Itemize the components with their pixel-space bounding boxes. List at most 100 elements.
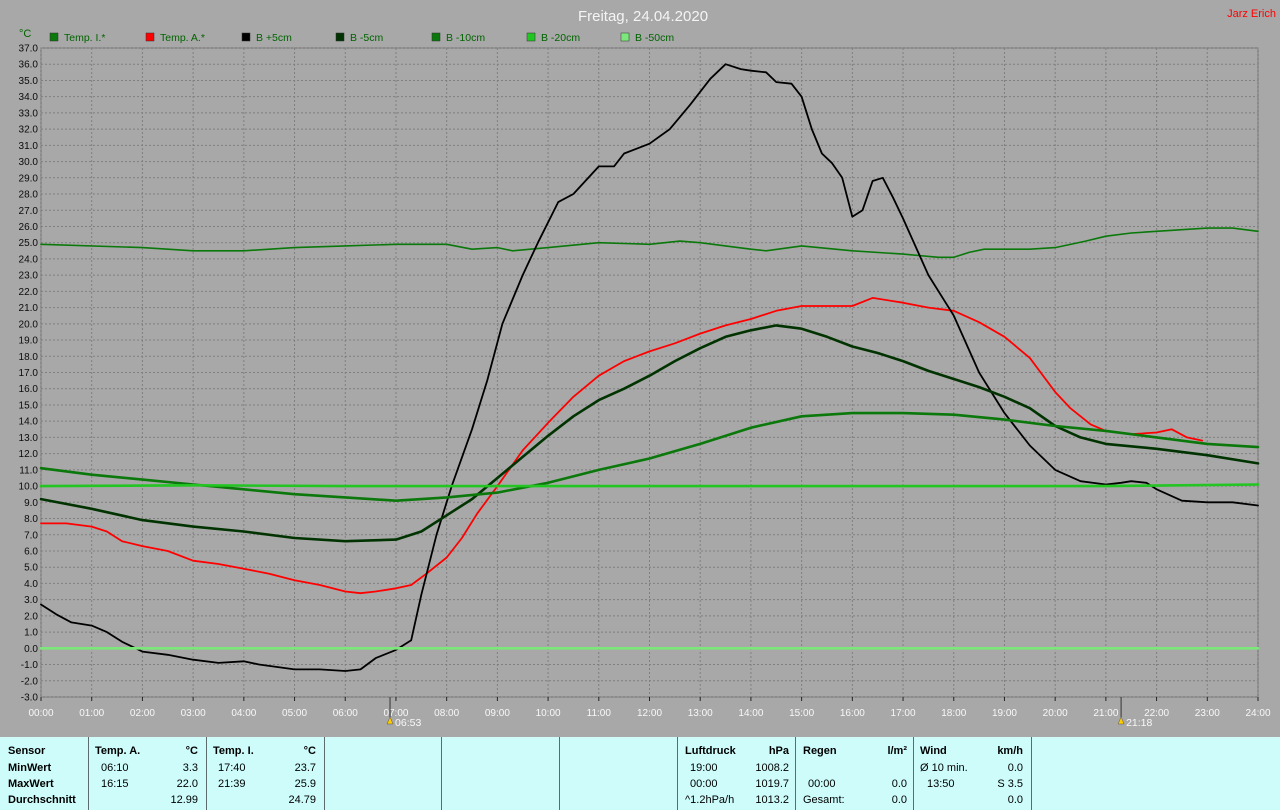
wind-unit: km/h xyxy=(997,745,1023,757)
y-tick-label: 29.0 xyxy=(19,173,39,184)
x-tick-label: 09:00 xyxy=(485,708,510,719)
temp-i-avg-value: 24.79 xyxy=(288,794,316,806)
y-tick-label: 13.0 xyxy=(19,433,39,444)
sensor-header: Sensor xyxy=(8,745,46,757)
y-tick-label: -1.0 xyxy=(21,660,39,671)
max-label: MaxWert xyxy=(8,778,54,790)
y-tick-label: 1.0 xyxy=(24,628,38,639)
series-line xyxy=(39,324,1260,543)
regen-title: Regen xyxy=(803,745,837,757)
series-line xyxy=(39,411,1260,503)
x-tick-label: 12:00 xyxy=(637,708,662,719)
regen-unit: l/m² xyxy=(887,745,907,757)
x-tick-label: 07:00 xyxy=(383,708,408,719)
temp-a-unit: °C xyxy=(185,745,198,757)
y-tick-label: 30.0 xyxy=(19,157,39,168)
temperature-chart: Freitag, 24.04.2020 Jarz Erich °C Temp. … xyxy=(19,8,1276,729)
regen-total-label: Gesamt: xyxy=(803,794,845,806)
sunset-label: 21:18 xyxy=(1126,717,1152,729)
series-group xyxy=(39,63,1260,672)
legend-label: Temp. I.* xyxy=(64,32,105,44)
x-tick-label: 08:00 xyxy=(434,708,459,719)
x-tick-label: 21:00 xyxy=(1093,708,1118,719)
y-tick-label: 12.0 xyxy=(19,449,39,460)
y-tick-label: 26.0 xyxy=(19,222,39,233)
series-line xyxy=(40,296,1204,595)
legend-label: B -10cm xyxy=(446,32,485,44)
y-tick-label: 15.0 xyxy=(19,400,39,411)
sunrise-icon xyxy=(386,716,394,725)
legend-swatch xyxy=(335,32,345,42)
wind-avg-value: 0.0 xyxy=(1007,762,1023,774)
x-tick-label: 11:00 xyxy=(587,708,612,719)
x-tick-label: 23:00 xyxy=(1195,708,1220,719)
sunset-icon xyxy=(1117,716,1125,725)
y-tick-label: 34.0 xyxy=(19,92,39,103)
legend-swatch xyxy=(620,32,630,42)
luftdruck-min-time: 19:00 xyxy=(690,762,718,774)
wind-third-value: 0.0 xyxy=(1007,794,1023,806)
y-tick-label: 8.0 xyxy=(24,514,38,525)
y-tick-label: 16.0 xyxy=(19,384,39,395)
y-tick-label: 37.0 xyxy=(19,44,39,55)
legend-swatch xyxy=(49,32,59,42)
luftdruck-current-value: 1013.2 xyxy=(755,794,789,806)
legend-label: Temp. A.* xyxy=(160,32,205,44)
y-tick-label: -3.0 xyxy=(21,693,39,704)
temp-a-max-value: 22.0 xyxy=(176,778,198,790)
temp-i-max-value: 25.9 xyxy=(294,778,316,790)
wind-max-time: 13:50 xyxy=(927,778,955,790)
regen-max-value: 0.0 xyxy=(891,778,907,790)
legend-swatch xyxy=(241,32,251,42)
temp-i-unit: °C xyxy=(303,745,316,757)
y-axis: -3.0 -2.0 -1.0 0.0 1.0 2.0 3.0 4.0 5.0 6.0 7.0 8.0 9… xyxy=(19,44,39,704)
y-tick-label: 33.0 xyxy=(19,108,39,119)
x-tick-label: 02:00 xyxy=(130,708,155,719)
y-tick-label: 27.0 xyxy=(19,206,39,217)
luftdruck-max-value: 1019.7 xyxy=(755,778,789,790)
series-line xyxy=(39,483,1260,488)
series-line xyxy=(40,227,1259,259)
y-tick-label: 25.0 xyxy=(19,238,39,249)
min-label: MinWert xyxy=(8,762,52,774)
y-tick-label: 14.0 xyxy=(19,417,39,428)
temp-a-min-value: 3.3 xyxy=(182,762,198,774)
x-tick-label: 06:00 xyxy=(333,708,358,719)
x-tick-label: 20:00 xyxy=(1043,708,1068,719)
regen-max-time: 00:00 xyxy=(808,778,836,790)
y-tick-label: 3.0 xyxy=(24,595,38,606)
temp-a-title: Temp. A. xyxy=(95,745,141,757)
y-tick-label: -2.0 xyxy=(21,676,39,687)
regen-total-value: 0.0 xyxy=(891,794,907,806)
chart-title: Freitag, 24.04.2020 xyxy=(578,8,708,25)
x-tick-label: 05:00 xyxy=(282,708,307,719)
x-tick-label: 15:00 xyxy=(789,708,814,719)
y-tick-label: 24.0 xyxy=(19,254,39,265)
y-tick-label: 22.0 xyxy=(19,287,39,298)
luftdruck-trend-label: ^1.2hPa/h xyxy=(685,794,735,806)
y-tick-label: 0.0 xyxy=(24,644,38,655)
luftdruck-min-value: 1008.2 xyxy=(755,762,789,774)
x-axis: 00:00 01:00 02:00 03:00 04:00 05:00 06:00 07:00… xyxy=(28,697,1271,719)
y-tick-label: 9.0 xyxy=(24,498,38,509)
y-tick-label: 4.0 xyxy=(24,579,38,590)
wind-title: Wind xyxy=(920,745,947,757)
series-line xyxy=(40,63,1259,672)
y-tick-label: 2.0 xyxy=(24,611,38,622)
y-axis-unit: °C xyxy=(19,28,31,40)
avg-label: Durchschnitt xyxy=(8,794,76,806)
grid xyxy=(40,47,1259,698)
y-tick-label: 17.0 xyxy=(19,368,39,379)
x-tick-label: 18:00 xyxy=(941,708,966,719)
y-tick-label: 10.0 xyxy=(19,482,39,493)
x-tick-label: 04:00 xyxy=(231,708,256,719)
y-tick-label: 20.0 xyxy=(19,319,39,330)
legend-label: B -5cm xyxy=(350,32,384,44)
legend-swatch xyxy=(526,32,536,42)
x-tick-label: 19:00 xyxy=(992,708,1017,719)
y-tick-label: 35.0 xyxy=(19,76,39,87)
x-tick-label: 24:00 xyxy=(1245,708,1270,719)
y-tick-label: 21.0 xyxy=(19,303,39,314)
legend-swatch xyxy=(431,32,441,42)
legend-swatch xyxy=(145,32,155,42)
